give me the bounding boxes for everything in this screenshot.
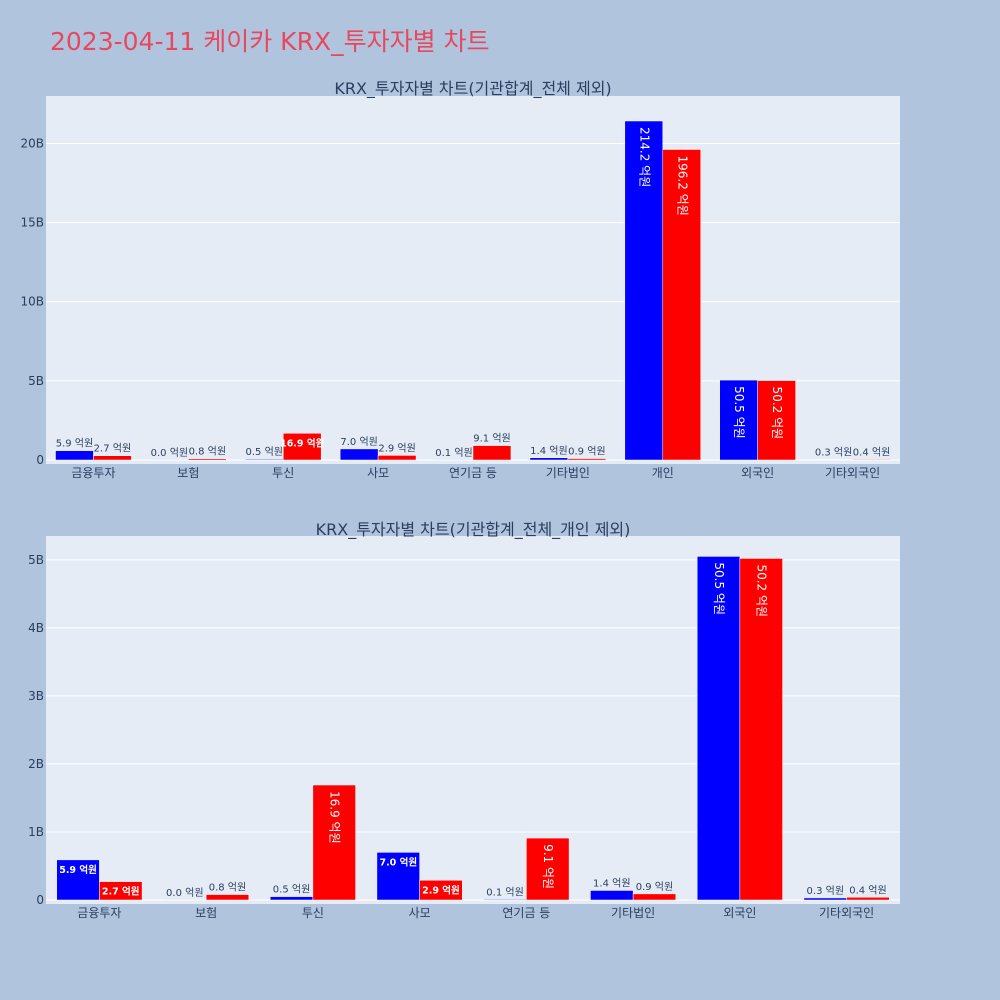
chart-1-data-label: 0.1 억원 [435, 447, 472, 459]
chart-2-x-tick-label: 보험 [195, 906, 217, 920]
page-title: 2023-04-11 케이카 KRX_투자자별 차트 [50, 27, 490, 56]
chart-1-data-label: 214.2 억원 [637, 127, 651, 187]
chart-1-data-label: 2.9 억원 [378, 442, 415, 454]
chart-1-x-tick-label: 개인 [652, 466, 674, 480]
chart-1-y-tick-label: 20B [20, 136, 44, 150]
chart-2-bar [99, 881, 143, 901]
chart-2-data-label: 16.9 억원 [328, 791, 342, 844]
chart-1-y-tick-label: 10B [20, 295, 44, 309]
chart-1-bar [188, 458, 227, 461]
chart-1-bar [757, 380, 796, 461]
chart-1-bar [93, 455, 132, 461]
chart-2-bar [483, 899, 527, 901]
chart-2-bar [269, 896, 314, 901]
chart-2-bar [590, 890, 634, 901]
chart-1-data-label: 16.9 억원 [280, 437, 324, 449]
chart-2-x-tick-label: 사모 [409, 906, 431, 920]
chart-2-data-label: 50.2 억원 [755, 564, 769, 617]
chart-2-x-tick-label: 연기금 등 [502, 906, 550, 920]
chart-2-data-label: 1.4 억원 [593, 877, 630, 889]
chart-2-data-label: 9.1 억원 [541, 844, 555, 889]
chart-2-data-label: 0.0 억원 [166, 887, 203, 899]
chart-1-title: KRX_투자자별 차트(기관합계_전체 제외) [334, 79, 611, 99]
chart-2-data-label: 0.4 억원 [849, 884, 886, 896]
chart-2-x-tick-label: 기타법인 [611, 906, 655, 920]
chart-2-title: KRX_투자자별 차트(기관합계_전체_개인 제외) [316, 520, 631, 540]
chart-1-data-label: 196.2 억원 [675, 155, 689, 215]
chart-2-y-tick-label: 5B [28, 553, 44, 567]
chart-1-data-label: 50.2 억원 [770, 387, 784, 440]
chart-1-data-label: 0.5 억원 [246, 446, 283, 458]
chart-1-data-label: 5.9 억원 [56, 438, 93, 450]
chart-1-data-label: 7.0 억원 [340, 436, 377, 448]
chart-2-bar [632, 893, 677, 901]
chart-1-bar [377, 455, 417, 461]
chart-1-bar [662, 149, 701, 461]
chart-1-x-tick-label: 사모 [367, 466, 389, 480]
chart-1-x-tick-label: 기타법인 [546, 466, 590, 480]
chart-1-x-tick-label: 외국인 [741, 466, 774, 480]
chart-1-data-label: 1.4 억원 [530, 445, 567, 457]
chart-2-data-label: 50.5 억원 [712, 562, 726, 615]
chart-1-x-tick-label: 투신 [272, 466, 294, 480]
chart-1-data-label: 2.7 억원 [94, 443, 131, 455]
chart-2-data-label: 7.0 억원 [379, 856, 417, 868]
chart-1-bar [719, 379, 758, 461]
chart-2-data-label: 0.9 억원 [636, 881, 673, 893]
chart-1-data-label: 9.1 억원 [473, 433, 510, 445]
chart-2-data-label: 0.1 억원 [486, 886, 523, 898]
chart-1-bar [282, 433, 322, 461]
chart-2-bar [376, 852, 420, 901]
chart-2-x-tick-label: 기타외국인 [819, 906, 874, 920]
chart-1-x-tick-label: 금융투자 [71, 466, 115, 480]
chart-2-bar [419, 880, 463, 901]
chart-1-bar [55, 450, 94, 461]
chart-1-bar [472, 445, 512, 461]
chart-1-y-tick-label: 15B [20, 216, 44, 230]
chart-2-bar [803, 897, 847, 901]
chart-1-x-tick-label: 보험 [177, 466, 199, 480]
chart-1-y-tick-label: 5B [28, 374, 44, 388]
chart-2-data-label: 0.8 억원 [209, 882, 246, 894]
chart-1-data-label: 50.5 억원 [732, 386, 746, 439]
chart-2-x-tick-label: 투신 [302, 906, 324, 920]
chart-2-y-tick-label: 1B [28, 825, 44, 839]
chart-2-x-tick-label: 금융투자 [77, 906, 121, 920]
chart-1-data-label: 0.9 억원 [568, 446, 605, 458]
chart-2-y-tick-label: 4B [28, 621, 44, 635]
chart-2-bar [312, 784, 356, 901]
chart-2-bar [526, 837, 570, 901]
chart-1-data-label: 0.3 억원 [815, 447, 852, 459]
chart-1-bar [852, 459, 891, 461]
chart-1-y-tick-label: 0 [36, 453, 44, 467]
chart-2-data-label: 2.9 억원 [422, 884, 460, 896]
chart-1-bar [624, 120, 664, 461]
chart-1-data-label: 0.4 억원 [853, 446, 890, 458]
chart-2-y-tick-label: 2B [28, 757, 44, 771]
chart-2-bar [739, 558, 783, 901]
chart-2-data-label: 0.5 억원 [273, 884, 310, 896]
chart-2-data-label: 5.9 억원 [59, 864, 97, 876]
chart-1-bar [245, 458, 284, 461]
chart-2-bar [846, 897, 890, 901]
chart-1-x-tick-label: 기타외국인 [825, 466, 880, 480]
chart-2-y-tick-label: 3B [28, 689, 44, 703]
chart-2-data-label: 2.7 억원 [102, 886, 140, 898]
chart-2-bar [56, 859, 100, 901]
chart-2-bar [205, 894, 250, 901]
chart-1-bar [339, 448, 379, 461]
chart-1-x-tick-label: 연기금 등 [449, 466, 497, 480]
chart-1-data-label: 0.8 억원 [189, 446, 226, 458]
chart-1-data-label: 0.0 억원 [151, 447, 188, 459]
chart-2-data-label: 0.3 억원 [807, 885, 844, 897]
chart-2-x-tick-label: 외국인 [723, 906, 756, 920]
chart-2-bar [696, 556, 741, 901]
chart-1-bar [529, 457, 569, 461]
chart-2-y-tick-label: 0 [36, 893, 44, 907]
chart-1-bar [567, 458, 607, 461]
